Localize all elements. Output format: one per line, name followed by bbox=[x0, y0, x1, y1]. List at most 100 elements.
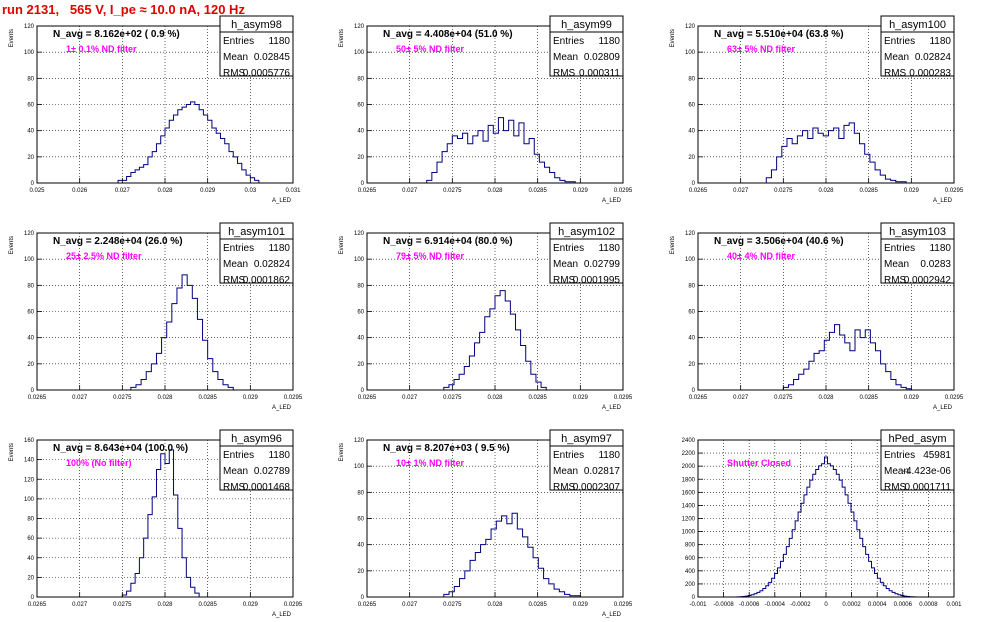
filter-label: 63± 5% ND filter bbox=[727, 44, 795, 54]
y-tick-label: 100 bbox=[354, 464, 365, 470]
stats-box bbox=[219, 15, 294, 77]
y-tick-label: 60 bbox=[27, 536, 34, 542]
stats-title: h_asym96 bbox=[231, 433, 282, 445]
histogram-line bbox=[443, 512, 581, 597]
y-tick-label: 1200 bbox=[682, 517, 696, 523]
filter-label: 10± 1% ND filter bbox=[396, 458, 464, 468]
stats-label: RMS bbox=[884, 482, 907, 493]
stats-label: Entries bbox=[223, 36, 254, 47]
stats-value: 1180 bbox=[929, 36, 951, 47]
header-text: N_avg = 4.408e+04 (51.0 %) bbox=[383, 29, 513, 40]
x-tick-label: 0.027 bbox=[115, 188, 131, 194]
y-tick-label: 80 bbox=[27, 283, 34, 289]
y-tick-label: 600 bbox=[685, 556, 696, 562]
stats-value: 1180 bbox=[598, 36, 620, 47]
histogram-line bbox=[117, 101, 260, 183]
x-tick-label: 0.0295 bbox=[945, 188, 964, 194]
y-tick-label: 200 bbox=[685, 582, 696, 588]
stats-label: RMS bbox=[553, 68, 576, 79]
x-axis-label: A_LED bbox=[933, 198, 953, 204]
x-tick-label: 0.029 bbox=[573, 395, 589, 401]
histogram-line bbox=[782, 324, 912, 390]
header-text: N_avg = 8.162e+02 ( 0.9 %) bbox=[53, 29, 180, 40]
x-tick-label: 0.0275 bbox=[113, 395, 132, 401]
x-tick-label: 0.0004 bbox=[868, 602, 887, 608]
stats-value: 0.0001711 bbox=[904, 482, 951, 493]
y-tick-label: 1800 bbox=[682, 477, 696, 483]
y-tick-label: 400 bbox=[685, 569, 696, 575]
stats-value: 0.0001995 bbox=[573, 275, 621, 286]
y-tick-label: 120 bbox=[354, 231, 365, 237]
y-tick-label: 1400 bbox=[682, 503, 696, 509]
y-tick-label: 100 bbox=[24, 257, 35, 263]
y-tick-label: 80 bbox=[27, 76, 34, 82]
stats-value: 1180 bbox=[268, 243, 290, 254]
stats-value: 0.000311 bbox=[579, 68, 620, 79]
stats-label: Mean bbox=[223, 466, 248, 477]
y-tick-label: 80 bbox=[27, 517, 34, 523]
y-tick-label: 60 bbox=[27, 103, 34, 109]
stats-title: hPed_asym bbox=[888, 433, 946, 445]
stats-value: 1180 bbox=[268, 36, 290, 47]
x-tick-label: 0.0008 bbox=[919, 602, 938, 608]
x-tick-label: 0.029 bbox=[243, 395, 259, 401]
y-tick-label: 0 bbox=[361, 181, 365, 187]
x-tick-label: 0.028 bbox=[818, 395, 834, 401]
stats-value: 1180 bbox=[598, 243, 620, 254]
y-tick-label: 160 bbox=[24, 438, 35, 444]
y-tick-label: 120 bbox=[685, 24, 696, 30]
stats-value: 1180 bbox=[598, 450, 620, 461]
y-tick-label: 20 bbox=[357, 362, 364, 368]
x-tick-label: 0.028 bbox=[818, 188, 834, 194]
stats-label: Entries bbox=[223, 450, 254, 461]
header-text: N_avg = 2.248e+04 (26.0 %) bbox=[53, 236, 183, 247]
stats-label: Mean bbox=[884, 259, 909, 270]
x-tick-label: 0.0295 bbox=[284, 602, 303, 608]
x-tick-label: 0.029 bbox=[573, 188, 589, 194]
y-tick-label: 40 bbox=[27, 336, 34, 342]
header-text: N_avg = 3.506e+04 (40.6 %) bbox=[714, 236, 844, 247]
y-tick-label: 120 bbox=[685, 231, 696, 237]
stats-label: Entries bbox=[884, 36, 915, 47]
x-axis-label: A_LED bbox=[933, 405, 953, 411]
y-axis-label: Events bbox=[670, 29, 676, 47]
stats-label: RMS bbox=[223, 275, 246, 286]
x-tick-label: 0.029 bbox=[904, 395, 920, 401]
histogram-panel-h_asym98: 0.025 0.026 0.027 0.028 0.029 0.03 0.031 0 20 40 6… bbox=[9, 15, 301, 204]
x-tick-label: -0.0004 bbox=[765, 602, 786, 608]
x-tick-label: 0.028 bbox=[487, 188, 503, 194]
x-tick-label: 0.0295 bbox=[614, 395, 633, 401]
y-tick-label: 40 bbox=[357, 336, 364, 342]
x-axis-label: A_LED bbox=[602, 612, 622, 618]
x-tick-label: -0.0006 bbox=[739, 602, 760, 608]
x-tick-label: 0.027 bbox=[72, 395, 88, 401]
x-tick-label: 0.0265 bbox=[689, 395, 708, 401]
x-tick-label: 0.0275 bbox=[443, 602, 462, 608]
x-tick-label: 0.029 bbox=[904, 188, 920, 194]
histogram-line bbox=[121, 449, 200, 597]
stats-value: 0.02809 bbox=[584, 52, 621, 63]
x-tick-label: 0.0285 bbox=[528, 602, 547, 608]
filter-label: 40± 4% ND filter bbox=[727, 251, 795, 261]
stats-label: RMS bbox=[223, 68, 246, 79]
y-tick-label: 60 bbox=[357, 103, 364, 109]
stats-label: Mean bbox=[553, 52, 578, 63]
y-tick-label: 800 bbox=[685, 543, 696, 549]
y-tick-label: 40 bbox=[27, 556, 34, 562]
stats-label: Mean bbox=[223, 259, 248, 270]
x-tick-label: 0.0275 bbox=[443, 188, 462, 194]
x-tick-label: 0.027 bbox=[402, 188, 418, 194]
y-tick-label: 0 bbox=[31, 181, 35, 187]
y-axis-label: Events bbox=[9, 443, 15, 461]
y-tick-label: 40 bbox=[688, 129, 695, 135]
y-tick-label: 120 bbox=[24, 477, 35, 483]
x-axis-label: A_LED bbox=[602, 198, 622, 204]
stats-value: 0.0002942 bbox=[904, 275, 952, 286]
stats-label: Mean bbox=[553, 259, 578, 270]
x-tick-label: -0.001 bbox=[689, 602, 707, 608]
y-tick-label: 80 bbox=[688, 76, 695, 82]
stats-box bbox=[219, 222, 294, 284]
stats-value: 0.0002307 bbox=[573, 482, 621, 493]
x-axis-label: A_LED bbox=[272, 612, 292, 618]
x-tick-label: 0.0295 bbox=[614, 602, 633, 608]
